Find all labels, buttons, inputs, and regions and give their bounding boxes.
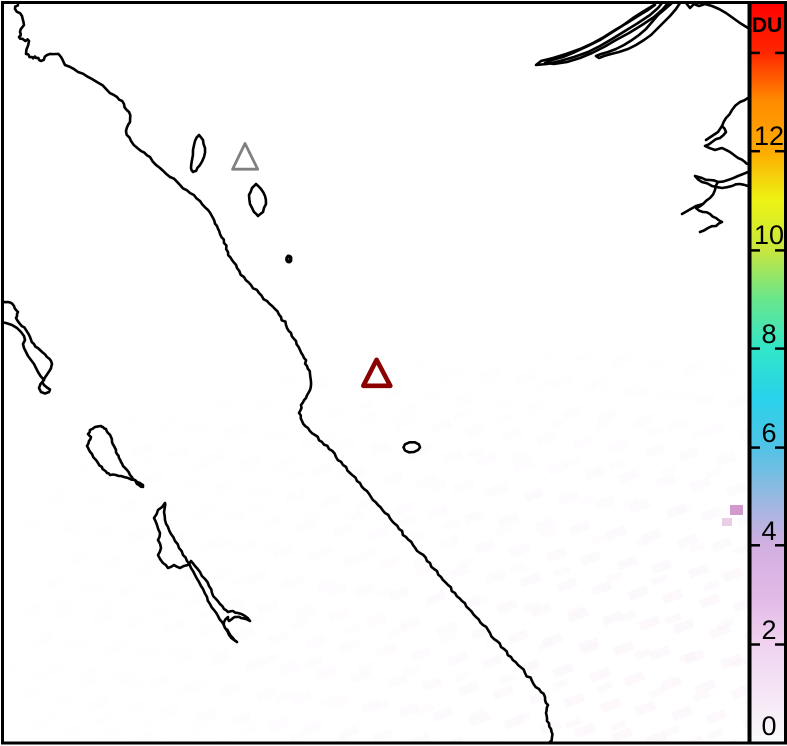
svg-text:10: 10	[754, 220, 784, 250]
svg-text:4: 4	[761, 516, 776, 546]
svg-text:0: 0	[761, 711, 776, 741]
svg-text:2: 2	[761, 615, 776, 645]
svg-text:DU: DU	[752, 14, 782, 37]
svg-text:6: 6	[761, 418, 776, 448]
svg-text:8: 8	[761, 319, 776, 349]
svg-text:12: 12	[754, 121, 784, 151]
